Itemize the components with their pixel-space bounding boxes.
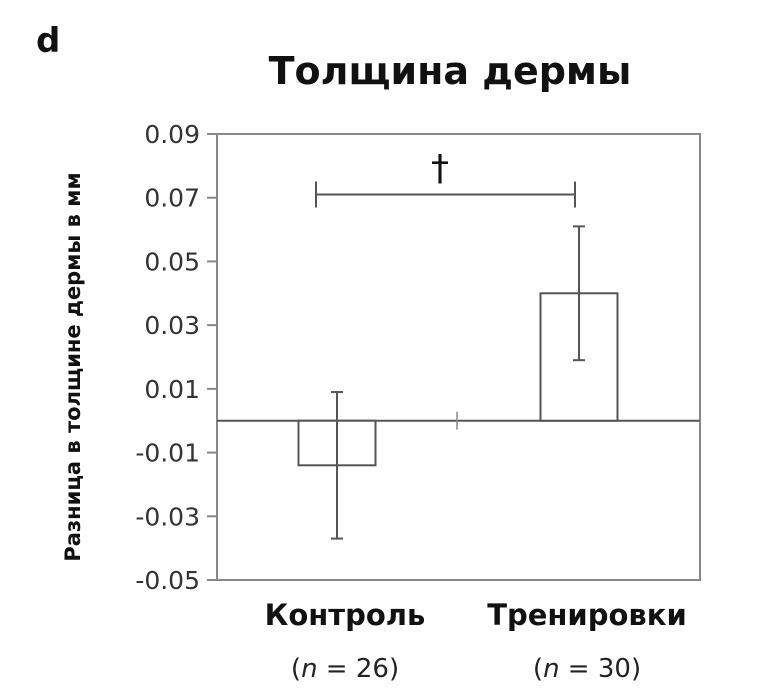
significance-marker: †: [431, 148, 449, 189]
sample-size-var: n: [543, 654, 559, 684]
sample-size-label: (n = 26): [291, 654, 399, 684]
y-tick-label: -0.03: [135, 502, 200, 531]
category-label: Тренировки: [487, 598, 687, 632]
plot-frame: [216, 133, 701, 581]
y-tick-label: 0.01: [144, 375, 200, 404]
y-tick-label: -0.05: [135, 566, 200, 595]
panel-label: d: [36, 21, 60, 61]
sample-size-rest: = 30): [560, 654, 642, 684]
y-tick-label: 0.07: [144, 184, 200, 213]
sample-size-prefix: (: [291, 654, 301, 684]
y-tick-label: 0.05: [144, 247, 200, 276]
category-label: Контроль: [265, 598, 426, 632]
y-tick-label: -0.01: [135, 439, 200, 468]
sample-size-rest: = 26): [318, 654, 400, 684]
sample-size-prefix: (: [533, 654, 543, 684]
chart-title: Толщина дермы: [269, 49, 632, 93]
y-axis-label: Разница в толщине дермы в мм: [61, 172, 85, 561]
sample-size-label: (n = 30): [533, 654, 641, 684]
y-tick-label: 0.03: [144, 311, 200, 340]
y-tick-label: 0.09: [144, 120, 200, 149]
sample-size-var: n: [301, 654, 317, 684]
